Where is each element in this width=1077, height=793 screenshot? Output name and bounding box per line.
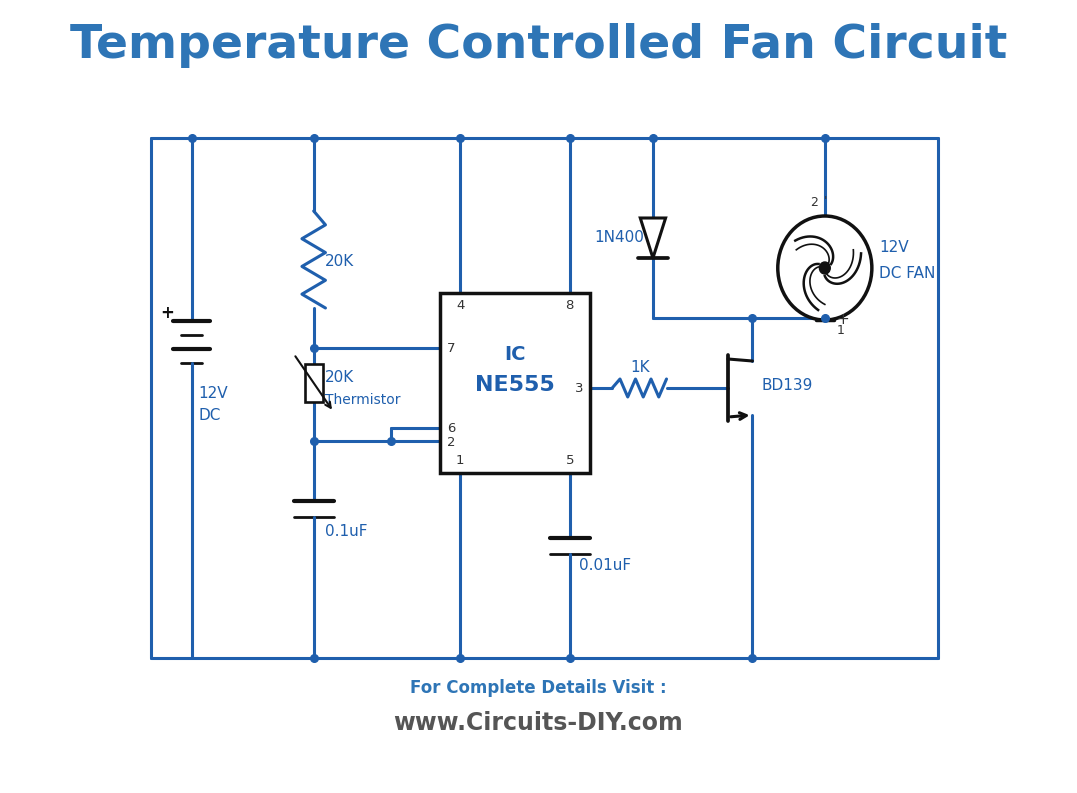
Text: 6: 6: [447, 422, 456, 435]
Text: 0.1uF: 0.1uF: [324, 523, 367, 538]
Text: 7: 7: [447, 342, 456, 354]
Text: BD139: BD139: [761, 377, 813, 393]
Text: For Complete Details Visit :: For Complete Details Visit :: [410, 679, 667, 697]
Text: 2: 2: [447, 436, 456, 450]
Text: 12V: 12V: [879, 240, 909, 255]
Text: Thermistor: Thermistor: [324, 393, 400, 407]
Text: 0.01uF: 0.01uF: [578, 557, 631, 573]
Text: 1: 1: [456, 454, 464, 467]
Bar: [305, 364, 323, 402]
Text: DC FAN: DC FAN: [879, 266, 936, 281]
Text: www.Circuits-DIY.com: www.Circuits-DIY.com: [393, 711, 684, 735]
Text: Temperature Controlled Fan Circuit: Temperature Controlled Fan Circuit: [70, 22, 1007, 67]
Text: 4: 4: [456, 299, 464, 312]
Text: ': ': [824, 195, 827, 208]
Text: +: +: [160, 304, 174, 322]
Text: 5: 5: [565, 454, 574, 467]
Bar: [440, 293, 589, 473]
Text: 2: 2: [810, 196, 817, 209]
Text: NE555: NE555: [475, 375, 555, 395]
Text: 1: 1: [837, 324, 844, 337]
Text: DC: DC: [199, 408, 221, 423]
Text: 1N4007: 1N4007: [595, 231, 654, 246]
Polygon shape: [640, 218, 666, 258]
Text: 3: 3: [575, 381, 584, 394]
Text: 12V: 12V: [199, 385, 228, 400]
Text: 1K: 1K: [630, 361, 649, 376]
Circle shape: [778, 216, 872, 320]
Text: 20K: 20K: [324, 254, 354, 269]
Text: +: +: [837, 312, 850, 328]
Text: IC: IC: [504, 346, 526, 365]
Circle shape: [820, 262, 830, 274]
Text: 20K: 20K: [324, 370, 354, 385]
Text: 8: 8: [565, 299, 574, 312]
